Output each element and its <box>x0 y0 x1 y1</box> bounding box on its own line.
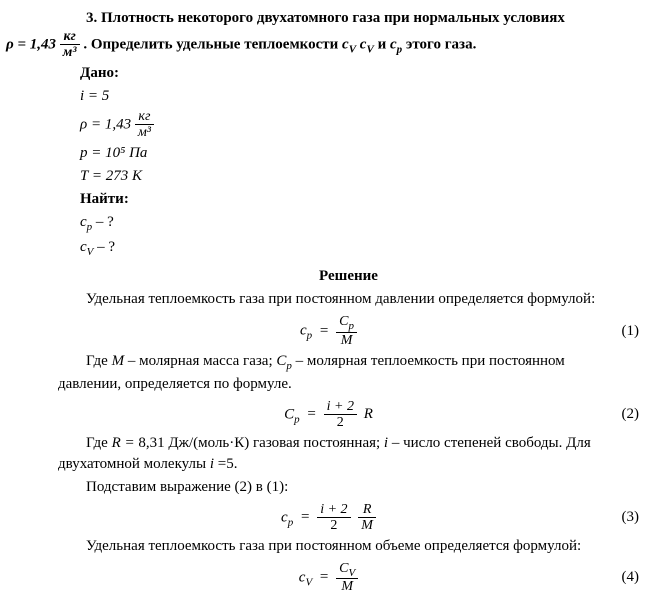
eq3-lhs-sub: p <box>288 516 294 528</box>
given-label: Дано: <box>80 63 639 84</box>
rho-val: ρ = 1,43 <box>6 36 56 52</box>
problem-number: 3. <box>86 10 97 26</box>
eq1-frac: Cp M <box>336 314 357 348</box>
eq4-den: M <box>336 579 358 594</box>
solution-para2b: давлении, определяется по формуле. <box>58 374 639 395</box>
find-cp-q: – ? <box>92 214 114 230</box>
p3-pre: Где <box>86 435 112 451</box>
p3-R: R = <box>112 435 135 451</box>
cv-sym: c <box>342 36 349 52</box>
p2-end: – молярная теплоемкость при постоянном <box>296 353 565 369</box>
equation-4: cV = CV M (4) <box>58 561 639 595</box>
cv-sub: V <box>349 43 356 55</box>
eq3-number: (3) <box>599 507 639 528</box>
given-p: p = 10⁵ Па <box>80 143 639 164</box>
eq4-number: (4) <box>599 567 639 588</box>
solution-heading: Решение <box>58 266 639 287</box>
problem-title-line2: ρ = 1,43 кг м³ . Определить удельные теп… <box>6 29 639 61</box>
title-end: этого газа. <box>406 36 476 52</box>
given-i: i = 5 <box>80 86 639 107</box>
problem-title-line1: 3. Плотность некоторого двухатомного газ… <box>58 8 639 29</box>
eq3-lhs: c <box>281 509 288 525</box>
cv2-sub: V <box>366 43 373 55</box>
p2-mid: – молярная масса газа; <box>128 353 277 369</box>
eq3-den2: M <box>358 518 376 533</box>
cp-sub: p <box>397 43 403 55</box>
eq2-R: R <box>364 406 373 422</box>
rho-num: кг <box>135 109 154 125</box>
find-cp: cp – ? <box>80 212 639 235</box>
title-and: и <box>378 36 390 52</box>
solution-para3b: двухатомной молекулы i =5. <box>58 454 639 475</box>
given-block: Дано: i = 5 ρ = 1,43 кг м³ p = 10⁵ Па T … <box>80 63 639 261</box>
equation-1: cp = Cp M (1) <box>58 314 639 348</box>
eq3-frac2: R M <box>358 502 376 534</box>
find-cv-sym: c <box>80 239 87 255</box>
eq4-num: CV <box>336 561 358 580</box>
solution-para4: Подставим выражение (2) в (1): <box>58 477 639 498</box>
eq3-num2: R <box>358 502 376 518</box>
eq4-frac: CV M <box>336 561 358 595</box>
p3-end: – число степеней свободы. Для <box>392 435 591 451</box>
eq2-num: i + 2 <box>324 399 357 415</box>
rho-unit-frac: кг м³ <box>60 29 80 61</box>
rho-den: м³ <box>135 125 154 140</box>
eq4-lhs-sub: V <box>305 576 312 588</box>
p2-M: M <box>112 353 125 369</box>
find-cv-q: – ? <box>93 239 115 255</box>
p3b-i: i <box>210 456 214 472</box>
eq4-equals: = <box>320 569 328 585</box>
rho-prefix: ρ = 1,43 <box>80 116 135 132</box>
eq3-frac1: i + 2 2 <box>317 502 350 534</box>
rho-unit-num: кг <box>60 29 80 45</box>
eq3-equals: = <box>301 509 309 525</box>
solution-para2: Где M – молярная масса газа; Cp – молярн… <box>58 351 639 374</box>
find-label: Найти: <box>80 189 639 210</box>
eq2-lhs-sub: p <box>294 413 300 425</box>
eq2-body: Cp = i + 2 2 R <box>58 399 599 431</box>
eq2-den: 2 <box>324 415 357 430</box>
given-rho: ρ = 1,43 кг м³ <box>80 109 639 141</box>
p2-Cp-sub: p <box>286 360 292 372</box>
title-text1: Плотность некоторого двухатомного газа п… <box>101 10 565 26</box>
solution-para1: Удельная теплоемкость газа при постоянно… <box>58 289 639 310</box>
cp-sym: c <box>390 36 397 52</box>
eq1-number: (1) <box>599 321 639 342</box>
eq3-body: cp = i + 2 2 R M <box>58 502 599 534</box>
eq1-body: cp = Cp M <box>58 314 599 348</box>
equation-2: Cp = i + 2 2 R (2) <box>58 399 639 431</box>
given-T: T = 273 К <box>80 166 639 187</box>
solution-para5: Удельная теплоемкость газа при постоянно… <box>58 536 639 557</box>
eq1-lhs: c <box>300 323 307 339</box>
eq2-lhs: C <box>284 406 294 422</box>
eq3-num1: i + 2 <box>317 502 350 518</box>
eq3-den1: 2 <box>317 518 350 533</box>
eq2-number: (2) <box>599 404 639 425</box>
rho-frac: кг м³ <box>135 109 154 141</box>
eq1-equals: = <box>320 323 328 339</box>
title-suffix: . Определить удельные теплоемкости <box>83 36 342 52</box>
find-cp-sym: c <box>80 214 87 230</box>
solution-para3: Где R = 8,31 Дж/(моль·К) газовая постоян… <box>58 433 639 454</box>
eq1-lhs-sub: p <box>307 330 313 342</box>
p3-Rval: 8,31 Дж/(моль·К) газовая постоянная; <box>138 435 384 451</box>
eq2-equals: = <box>307 406 315 422</box>
equation-3: cp = i + 2 2 R M (3) <box>58 502 639 534</box>
find-cv: cV – ? <box>80 237 639 260</box>
eq4-body: cV = CV M <box>58 561 599 595</box>
p3b-end: =5. <box>218 456 238 472</box>
rho-unit-den: м³ <box>60 45 80 60</box>
p3-i: i <box>384 435 388 451</box>
p3b-pre: двухатомной молекулы <box>58 456 210 472</box>
p2-pre: Где <box>86 353 112 369</box>
eq1-den: M <box>336 333 357 348</box>
p2-Cp: C <box>276 353 286 369</box>
eq2-frac: i + 2 2 <box>324 399 357 431</box>
eq1-num: Cp <box>336 314 357 333</box>
